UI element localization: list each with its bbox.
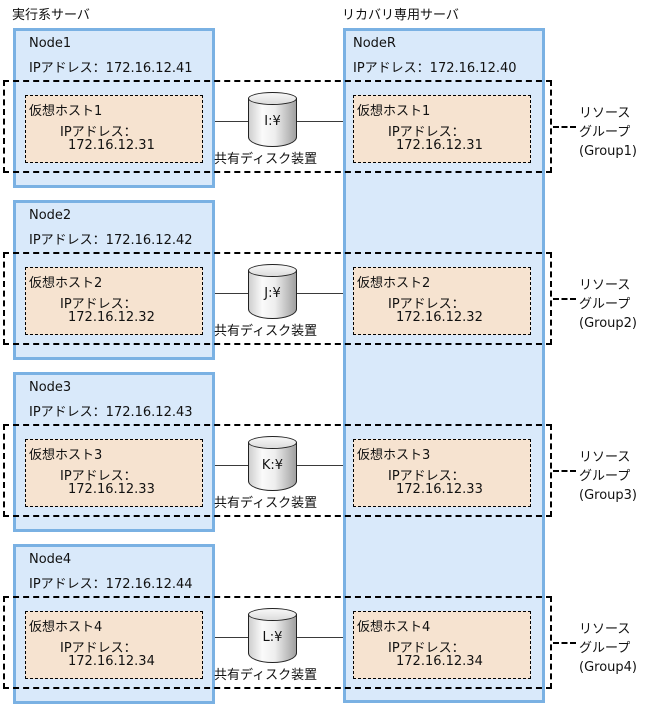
virtual-host-ip-label: IPアドレス：: [388, 641, 465, 656]
connector-line-right: [297, 121, 343, 122]
virtual-host-ip: 172.16.12.32: [68, 310, 155, 325]
disk-cylinder-top: [248, 436, 297, 449]
virtual-host-name: 仮想ホスト2: [29, 276, 103, 291]
active-virtual-host: 仮想ホスト3 IPアドレス： 172.16.12.33: [25, 439, 203, 507]
disk-cylinder-body: [248, 442, 297, 491]
recovery-node-name: NodeR: [353, 36, 396, 51]
cluster-row-4: Node4 IPアドレス：172.16.12.44 L:¥ 共有ディスク装置 仮…: [0, 544, 649, 705]
virtual-host-ip: 172.16.12.33: [396, 482, 483, 497]
cluster-row-2: Node2 IPアドレス：172.16.12.42 J:¥ 共有ディスク装置 仮…: [0, 200, 649, 372]
resource-group-label-line3: (Group3): [579, 488, 637, 503]
connector-line-left: [215, 293, 248, 294]
virtual-host-name: 仮想ホスト1: [29, 104, 103, 119]
virtual-host-ip: 172.16.12.32: [396, 310, 483, 325]
recovery-virtual-host: 仮想ホスト3 IPアドレス： 172.16.12.33: [353, 439, 531, 507]
node-ip: IPアドレス：172.16.12.42: [29, 233, 193, 248]
virtual-host-ip: 172.16.12.34: [68, 654, 155, 669]
resource-group-label-line2: グループ: [579, 469, 631, 484]
resource-group-connector: [553, 642, 576, 644]
virtual-host-ip: 172.16.12.34: [396, 654, 483, 669]
resource-group-label-line1: リソース: [579, 106, 631, 121]
recovery-virtual-host: 仮想ホスト4 IPアドレス： 172.16.12.34: [353, 611, 531, 679]
resource-group-label-line3: (Group1): [579, 144, 637, 159]
disk-drive-letter: I:¥: [264, 114, 281, 129]
node-ip: IPアドレス：172.16.12.43: [29, 405, 193, 420]
resource-group-label-line1: リソース: [579, 622, 631, 637]
virtual-host-ip-label: IPアドレス：: [60, 469, 137, 484]
active-virtual-host: 仮想ホスト2 IPアドレス： 172.16.12.32: [25, 267, 203, 335]
shared-disk-icon: I:¥: [248, 92, 297, 147]
shared-disk-icon: K:¥: [248, 436, 297, 491]
shared-disk-caption: 共有ディスク装置: [214, 668, 318, 683]
disk-cylinder-body: [248, 98, 297, 147]
disk-drive-letter: J:¥: [264, 286, 281, 301]
resource-group-label-line2: グループ: [579, 297, 631, 312]
active-server-label: 実行系サーバ: [12, 8, 90, 23]
resource-group-connector: [553, 470, 576, 472]
disk-cylinder-top: [248, 92, 297, 105]
resource-group-label: リソース グループ (Group1): [579, 104, 637, 161]
connector-line-left: [215, 465, 248, 466]
disk-cylinder-top: [248, 608, 297, 621]
resource-group-label-line1: リソース: [579, 278, 631, 293]
virtual-host-name: 仮想ホスト2: [357, 276, 431, 291]
virtual-host-name: 仮想ホスト3: [29, 448, 103, 463]
connector-line-right: [297, 637, 343, 638]
resource-group-connector: [553, 126, 576, 128]
shared-disk-caption: 共有ディスク装置: [214, 324, 318, 339]
disk-cylinder-top: [248, 264, 297, 277]
node-name: Node4: [29, 552, 72, 567]
node-name: Node1: [29, 36, 72, 51]
connector-line-right: [297, 293, 343, 294]
shared-disk-caption: 共有ディスク装置: [214, 496, 318, 511]
resource-group-label: リソース グループ (Group3): [579, 448, 637, 505]
disk-cylinder-body: [248, 270, 297, 319]
resource-group-label-line2: グループ: [579, 641, 631, 656]
cluster-row-3: Node3 IPアドレス：172.16.12.43 K:¥ 共有ディスク装置 仮…: [0, 372, 649, 544]
active-virtual-host: 仮想ホスト1 IPアドレス： 172.16.12.31: [25, 95, 203, 163]
virtual-host-name: 仮想ホスト1: [357, 104, 431, 119]
virtual-host-name: 仮想ホスト3: [357, 448, 431, 463]
cluster-row-1: Node1 IPアドレス：172.16.12.41 I:¥ 共有ディスク装置 仮…: [0, 28, 649, 200]
virtual-host-ip: 172.16.12.33: [68, 482, 155, 497]
resource-group-label: リソース グループ (Group2): [579, 276, 637, 333]
connector-line-left: [215, 637, 248, 638]
resource-group-label-line2: グループ: [579, 125, 631, 140]
recovery-virtual-host: 仮想ホスト1 IPアドレス： 172.16.12.31: [353, 95, 531, 163]
virtual-host-ip-label: IPアドレス：: [60, 125, 137, 140]
shared-disk-icon: J:¥: [248, 264, 297, 319]
node-ip: IPアドレス：172.16.12.44: [29, 577, 193, 592]
resource-group-label-line3: (Group4): [579, 660, 637, 675]
virtual-host-ip: 172.16.12.31: [396, 138, 483, 153]
virtual-host-ip-label: IPアドレス：: [388, 469, 465, 484]
virtual-host-ip-label: IPアドレス：: [60, 641, 137, 656]
disk-cylinder-body: [248, 614, 297, 663]
disk-drive-letter: L:¥: [262, 630, 283, 645]
resource-group-label-line1: リソース: [579, 450, 631, 465]
resource-group-connector: [553, 298, 576, 300]
recovery-server-label: リカバリ専用サーバ: [342, 8, 459, 23]
resource-group-label-line3: (Group2): [579, 316, 637, 331]
shared-disk-icon: L:¥: [248, 608, 297, 663]
connector-line-right: [297, 465, 343, 466]
node-name: Node2: [29, 208, 72, 223]
resource-group-label: リソース グループ (Group4): [579, 620, 637, 677]
disk-drive-letter: K:¥: [261, 458, 284, 473]
node-ip: IPアドレス：172.16.12.41: [29, 61, 193, 76]
recovery-virtual-host: 仮想ホスト2 IPアドレス： 172.16.12.32: [353, 267, 531, 335]
node-name: Node3: [29, 380, 72, 395]
virtual-host-ip-label: IPアドレス：: [388, 297, 465, 312]
shared-disk-caption: 共有ディスク装置: [214, 152, 318, 167]
active-virtual-host: 仮想ホスト4 IPアドレス： 172.16.12.34: [25, 611, 203, 679]
virtual-host-name: 仮想ホスト4: [29, 620, 103, 635]
virtual-host-ip-label: IPアドレス：: [388, 125, 465, 140]
recovery-node-ip: IPアドレス：172.16.12.40: [353, 61, 517, 76]
virtual-host-ip-label: IPアドレス：: [60, 297, 137, 312]
virtual-host-ip: 172.16.12.31: [68, 138, 155, 153]
virtual-host-name: 仮想ホスト4: [357, 620, 431, 635]
connector-line-left: [215, 121, 248, 122]
